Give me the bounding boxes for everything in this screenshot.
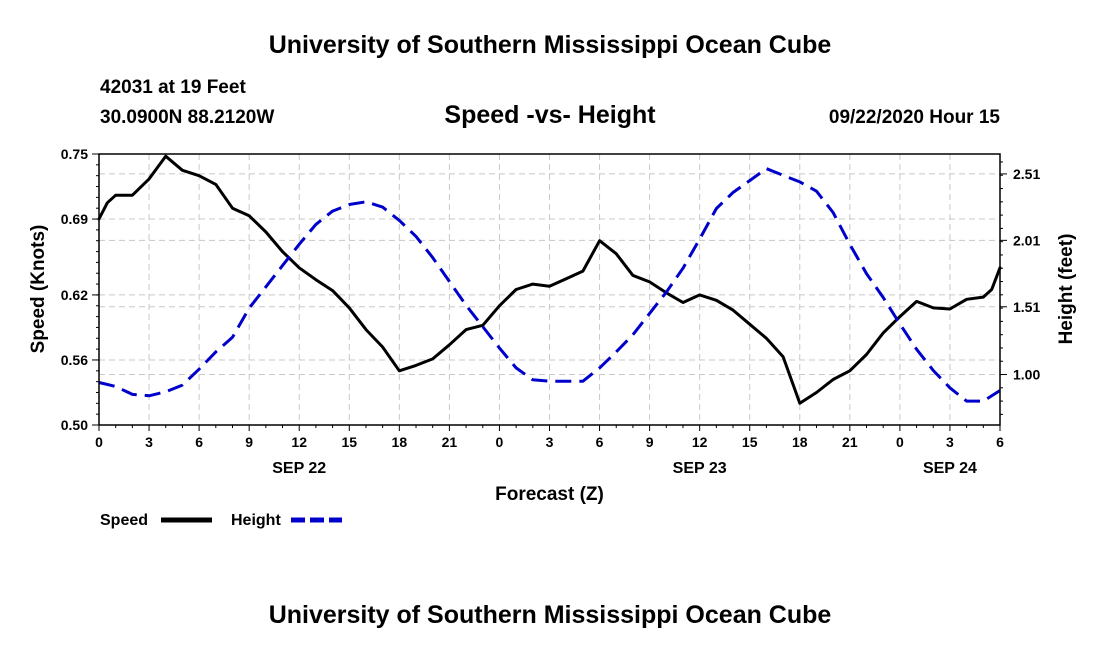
x-tick-label: 12 <box>291 434 307 450</box>
date-label: SEP 23 <box>673 460 727 477</box>
x-tick-label: 9 <box>245 434 253 450</box>
chart-subtitle: Speed -vs- Height <box>444 101 656 129</box>
x-tick-label: 21 <box>442 434 458 450</box>
x-tick-label: 0 <box>896 434 904 450</box>
series-lines <box>97 154 1002 405</box>
datetime-label: 09/22/2020 Hour 15 <box>828 107 1000 128</box>
legend-speed-label: Speed <box>100 512 148 529</box>
y2-tick-label: 1.00 <box>1013 367 1040 383</box>
station-label: 42031 at 19 Feet <box>100 77 246 98</box>
x-tick-label: 15 <box>742 434 758 450</box>
speed-series-line <box>97 154 1002 405</box>
x-tick-label: 15 <box>341 434 357 450</box>
x-tick-label: 9 <box>646 434 654 450</box>
legend: Speed Height <box>100 512 342 529</box>
x-tick-label: 18 <box>792 434 808 450</box>
x-tick-label: 6 <box>596 434 604 450</box>
x-tick-label: 0 <box>95 434 103 450</box>
y-tick-label: 0.62 <box>61 287 88 303</box>
x-tick-label: 0 <box>496 434 504 450</box>
y2-tick-label: 2.01 <box>1013 232 1040 248</box>
coordinates-label: 30.0900N 88.2120W <box>100 107 275 128</box>
x-tick-label: 6 <box>195 434 203 450</box>
y-tick-label: 0.50 <box>61 417 88 433</box>
axis-ticks: 0 3 6 9 12 15 18 21 0 3 6 9 12 15 18 21 0 3 6 SEP 22 SEP 23 S… <box>61 146 1041 477</box>
y-tick-label: 0.75 <box>61 146 88 162</box>
legend-height-label: Height <box>231 512 281 529</box>
y2-tick-label: 2.51 <box>1013 166 1040 182</box>
x-tick-label: 12 <box>692 434 708 450</box>
y-tick-label: 0.69 <box>61 211 88 227</box>
y2-tick-label: 1.51 <box>1013 299 1040 315</box>
x-tick-label: 3 <box>546 434 554 450</box>
x-tick-label: 3 <box>946 434 954 450</box>
x-tick-label: 21 <box>842 434 858 450</box>
y-tick-label: 0.56 <box>61 352 88 368</box>
page-title-bottom: University of Southern Mississippi Ocean… <box>268 601 832 629</box>
x-tick-label: 3 <box>145 434 153 450</box>
date-label: SEP 22 <box>272 460 326 477</box>
y2-axis-label: Height (feet) <box>1056 234 1077 345</box>
y-axis-label: Speed (Knots) <box>28 225 49 354</box>
grid-lines <box>99 154 1000 425</box>
x-tick-label: 6 <box>996 434 1004 450</box>
date-label: SEP 24 <box>923 460 977 477</box>
x-tick-label: 18 <box>392 434 408 450</box>
page-title-top: University of Southern Mississippi Ocean… <box>268 31 832 59</box>
x-axis-label: Forecast (Z) <box>495 484 604 505</box>
